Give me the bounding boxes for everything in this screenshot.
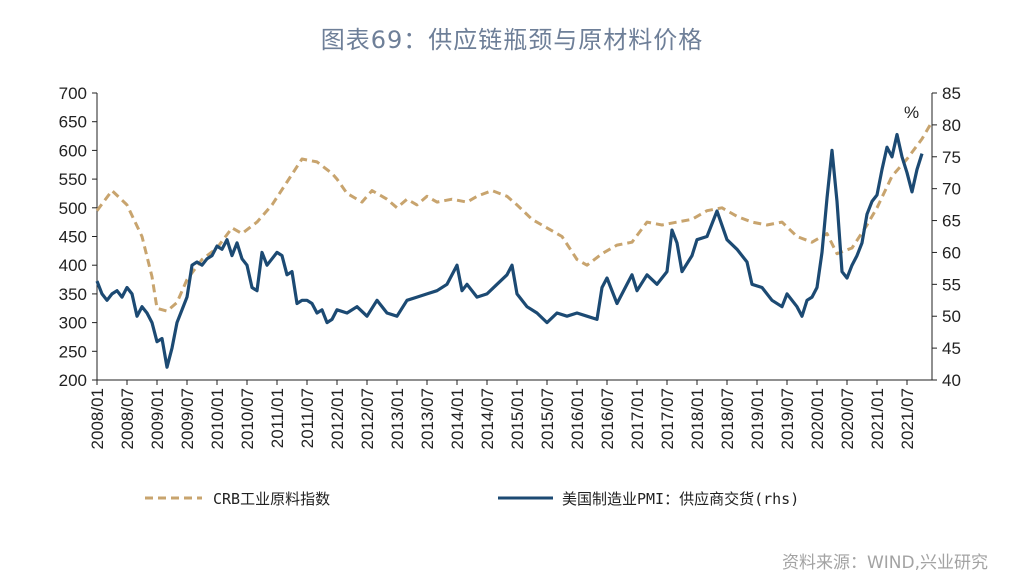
left-tick-label: 250 [59,342,87,361]
x-tick-label: 2018/07 [718,388,737,449]
x-tick-label: 2014/01 [448,388,467,449]
left-tick-label: 600 [59,141,87,160]
x-tick-label: 2013/07 [418,388,437,449]
axes [92,92,937,385]
x-tick-label: 2010/07 [238,388,257,449]
x-tick-label: 2021/07 [898,388,917,449]
left-tick-label: 700 [59,84,87,103]
legend-label-pmi: 美国制造业PMI：供应商交货(rhs) [562,490,799,508]
right-tick-label: 60 [942,243,961,262]
x-tick-label: 2009/01 [148,388,167,449]
source-note: 资料来源：WIND,兴业研究 [781,553,988,573]
right-tick-label: 55 [942,275,961,294]
x-tick-label: 2014/07 [478,388,497,449]
x-tick-label: 2015/01 [508,388,527,449]
x-tick-label: 2011/07 [298,388,317,448]
left-tick-label: 550 [59,170,87,189]
series-line-crb [95,120,934,313]
right-tick-label: 80 [942,116,961,135]
left-tick-label: 350 [59,285,87,304]
left-tick-label: 650 [59,113,87,132]
x-tick-label: 2013/01 [388,388,407,449]
left-tick-label: 500 [59,199,87,218]
right-tick-label: 45 [942,339,961,358]
x-tick-label: 2015/07 [538,388,557,449]
x-tick-label: 2016/07 [598,388,617,449]
x-tick-label: 2012/07 [358,388,377,449]
left-tick-label: 300 [59,314,87,333]
x-tick-label: 2018/01 [688,388,707,449]
tick-labels: 200 250 300 350 400 450 500 550 600 650 700 40 45 50 5… [59,84,961,449]
left-tick-label: 200 [59,371,87,390]
legend: CRB工业原料指数 美国制造业PMI：供应商交货(rhs) [145,490,799,508]
left-tick-label: 450 [59,228,87,247]
right-tick-label: 65 [942,212,961,231]
x-tick-label: 2019/07 [778,388,797,449]
right-tick-label: 70 [942,180,961,199]
x-tick-label: 2009/07 [178,388,197,449]
right-tick-label: 40 [942,371,961,390]
right-tick-label: 75 [942,148,961,167]
x-tick-label: 2020/07 [838,388,857,449]
x-tick-label: 2016/01 [568,388,587,449]
legend-label-crb: CRB工业原料指数 [213,490,330,508]
right-tick-label: 85 [942,84,961,103]
chart-title: 图表69：供应链瓶颈与原材料价格 [320,26,704,54]
x-tick-label: 2012/01 [328,388,347,449]
x-tick-label: 2017/07 [658,388,677,449]
right-axis-unit: % [904,103,919,122]
x-tick-label: 2008/07 [118,388,137,449]
series-layer [95,120,934,369]
x-tick-label: 2008/01 [88,388,107,449]
x-tick-label: 2010/01 [208,388,227,449]
left-tick-label: 400 [59,256,87,275]
x-tick-label: 2021/01 [868,388,887,449]
x-tick-label: 2017/01 [628,388,647,449]
right-tick-label: 50 [942,307,961,326]
x-tick-label: 2011/01 [268,388,287,448]
series-line-pmi [95,132,924,369]
x-tick-label: 2019/01 [748,388,767,449]
x-tick-label: 2020/01 [808,388,827,449]
